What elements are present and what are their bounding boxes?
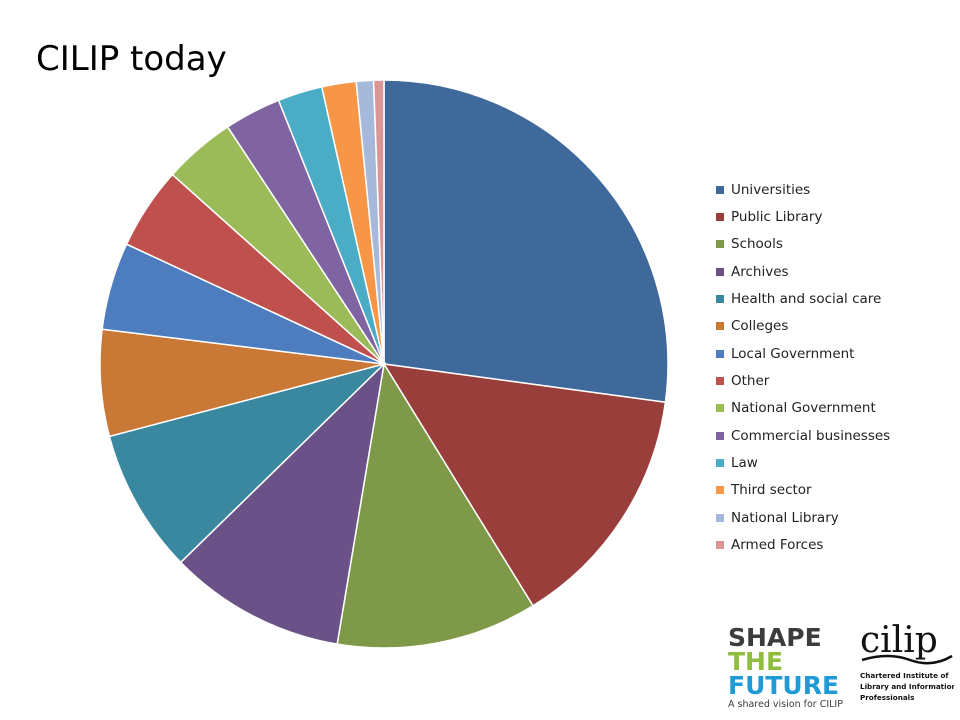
legend-label: Commercial businesses (731, 427, 891, 444)
legend-label: National Government (731, 400, 876, 417)
legend-item: Health and social care (716, 285, 890, 312)
legend-item: Commercial businesses (716, 422, 890, 449)
logo-line-future: FUTURE (728, 671, 839, 700)
legend-item: Archives (716, 258, 890, 285)
legend-item: Law (716, 449, 890, 476)
legend-item: Colleges (716, 313, 890, 340)
legend-item: Other (716, 367, 890, 394)
legend-label: Armed Forces (731, 537, 824, 554)
cilip-tagline-1: Chartered Institute of (860, 671, 949, 680)
legend-label: National Library (731, 509, 839, 526)
legend-item: Public Library (716, 203, 890, 230)
legend-label: Third sector (731, 482, 812, 499)
legend-swatch (716, 185, 724, 194)
legend-swatch (716, 431, 724, 440)
logo-line-the: THE (728, 647, 783, 676)
legend-label: Archives (731, 263, 789, 280)
legend-swatch (716, 486, 724, 495)
cilip-tagline-2: Library and Information (860, 682, 954, 691)
legend-swatch (716, 377, 724, 386)
legend-label: Law (731, 455, 758, 472)
legend-label: Other (731, 373, 770, 390)
shape-the-future-logo: SHAPE THE FUTURE A shared vision for CIL… (728, 623, 843, 710)
legend-label: Universities (731, 181, 811, 198)
legend-label: Local Government (731, 345, 855, 362)
legend-item: National Government (716, 395, 890, 422)
legend-item: Universities (716, 176, 890, 203)
legend-swatch (716, 404, 724, 413)
legend-item: Armed Forces (716, 531, 890, 558)
legend-swatch (716, 513, 724, 522)
legend-swatch (716, 459, 724, 468)
logo-tagline: A shared vision for CILIP (728, 699, 843, 710)
legend-swatch (716, 322, 724, 331)
legend-label: Schools (731, 236, 783, 253)
legend-swatch (716, 267, 724, 276)
legend-swatch (716, 240, 724, 249)
slide-title: CILIP today (36, 39, 227, 79)
pie-slice-universities (383, 79, 669, 404)
legend-item: Third sector (716, 477, 890, 504)
legend-label: Colleges (731, 318, 789, 335)
logo-line-shape: SHAPE (728, 623, 822, 652)
chart-legend: Universities Public Library Schools Archive… (716, 176, 890, 559)
legend-swatch (716, 541, 724, 550)
cilip-tagline-3: Professionals (860, 693, 914, 702)
legend-swatch (716, 349, 724, 358)
legend-label: Public Library (731, 209, 823, 226)
legend-item: National Library (716, 504, 890, 531)
pie-slice-schools (336, 361, 535, 649)
legend-label: Health and social care (731, 291, 882, 308)
cilip-logo: cilip Chartered Institute of Library and… (860, 620, 954, 702)
pie-slice-health-and-social-care (108, 362, 387, 564)
cilip-swoosh (861, 654, 953, 665)
pie-slice-public-library (382, 363, 667, 607)
legend-item: Schools (716, 231, 890, 258)
pie-slice-armed-forces (372, 79, 385, 365)
legend-swatch (716, 295, 724, 304)
cilip-wordmark: cilip (860, 620, 938, 661)
legend-swatch (716, 213, 724, 222)
pie-slice-archives (179, 361, 386, 645)
legend-item: Local Government (716, 340, 890, 367)
